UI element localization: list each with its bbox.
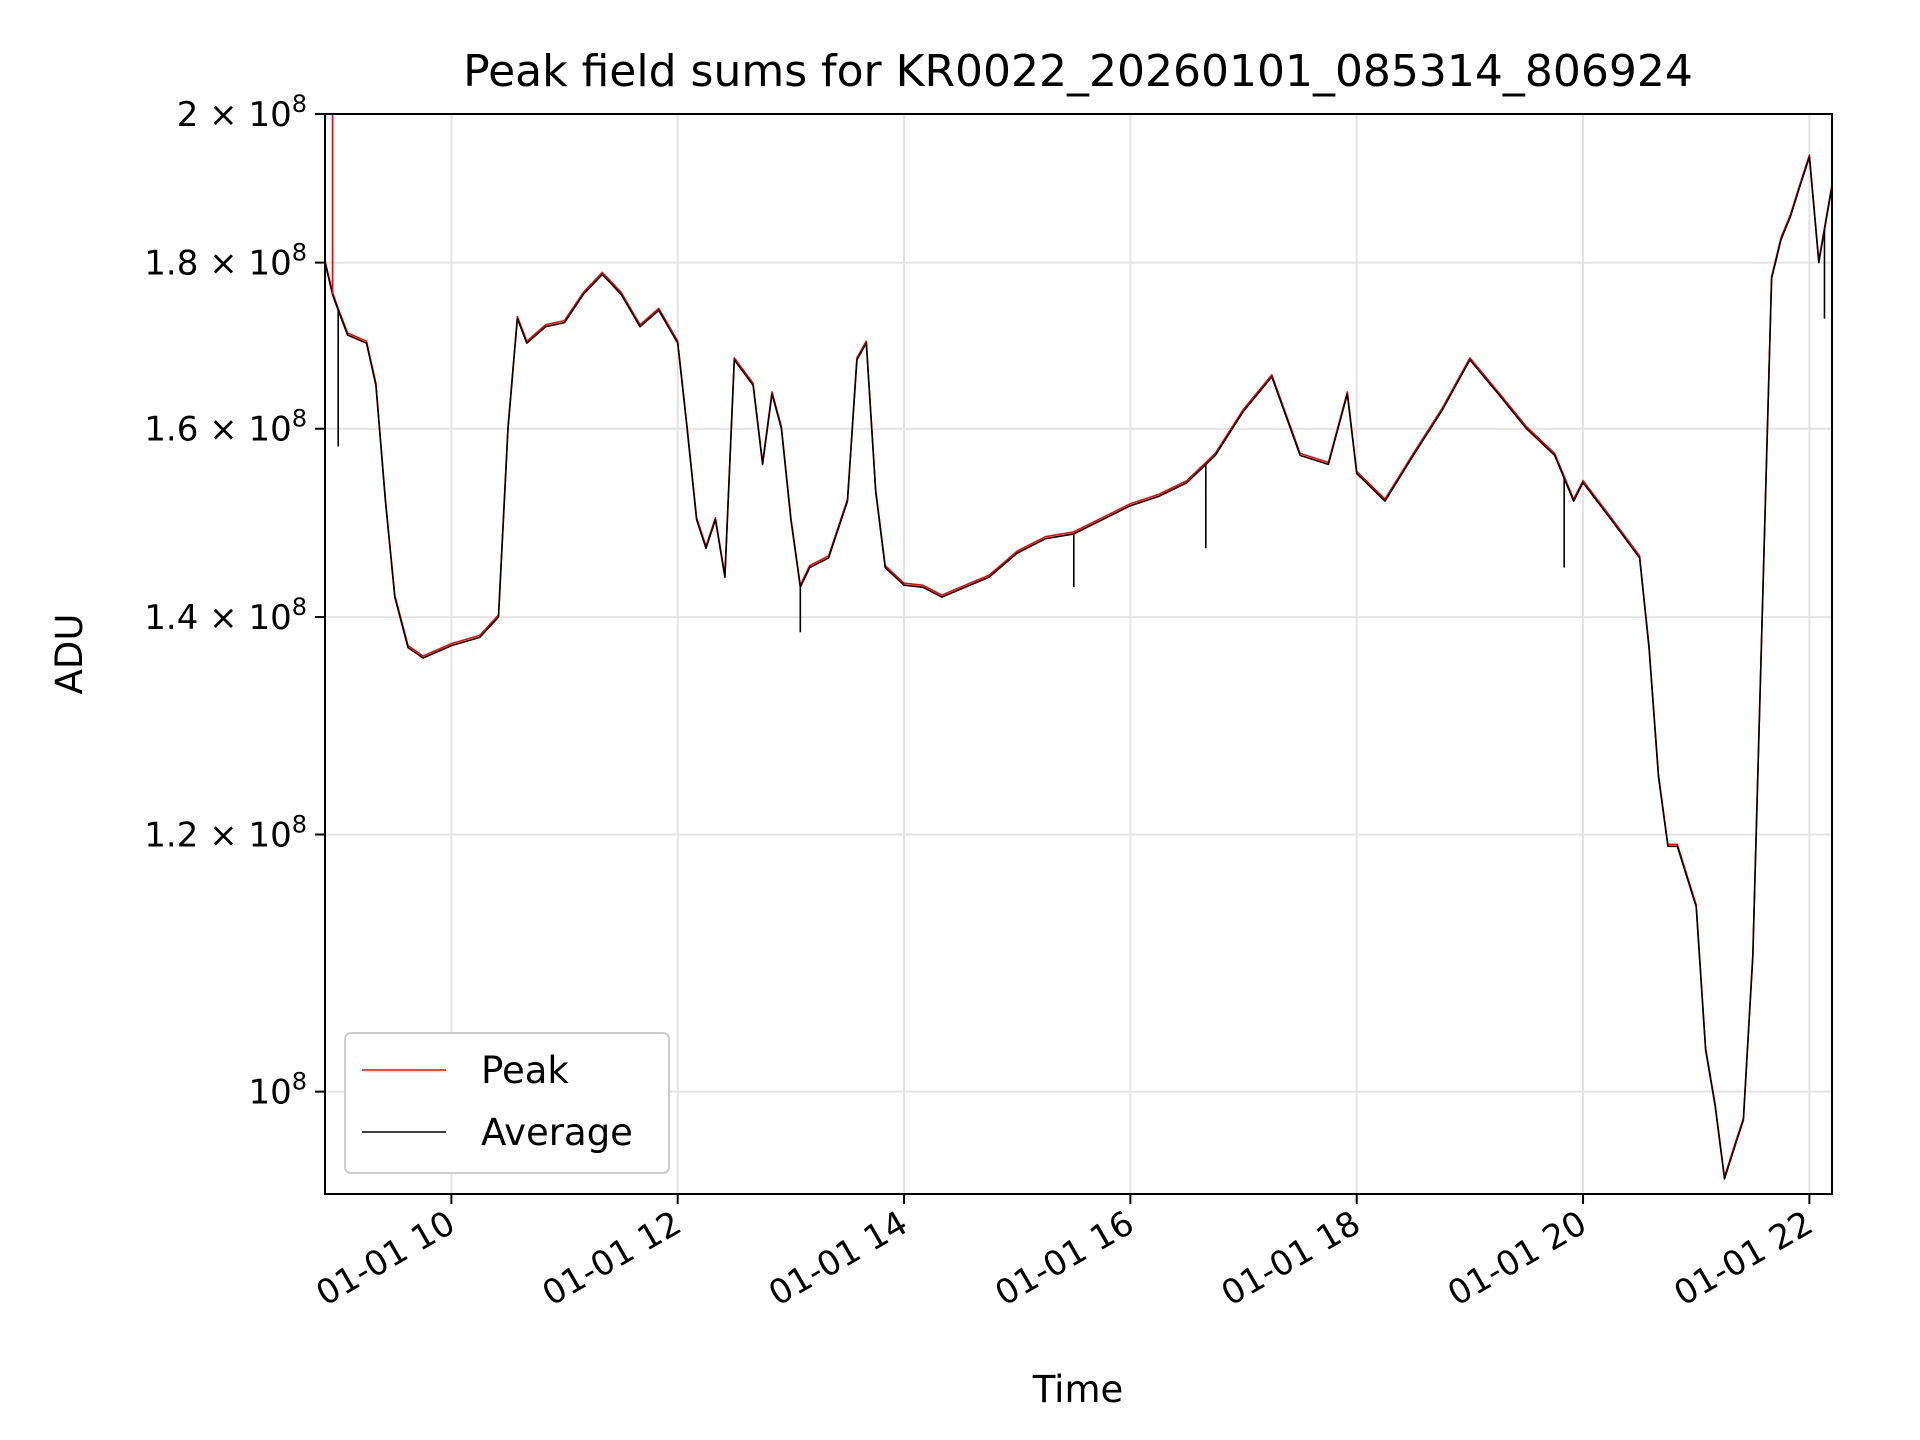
legend-average-label: Average — [481, 1111, 633, 1154]
chart-title: Peak field sums for KR0022_20260101_0853… — [463, 46, 1693, 97]
y-tick-label: 1.4 × 108 — [144, 593, 307, 638]
legend-box — [344, 1032, 670, 1174]
y-axis-ticks: 108 1.2 × 108 1.4 × 108 1.6 × 108 1.8 × 108 2… — [144, 90, 325, 1113]
y-tick-label: 1.2 × 108 — [144, 810, 307, 855]
plot-frame — [324, 113, 1833, 1195]
y-tick-label: 2 × 108 — [177, 90, 307, 135]
legend: Peak Average — [344, 1032, 670, 1174]
y-tick-label: 1.8 × 108 — [144, 239, 307, 284]
y-axis-label: ADU — [48, 614, 91, 695]
x-axis-label: Time — [1032, 1368, 1124, 1411]
series-lines — [325, 114, 1832, 1180]
legend-peak-label: Peak — [481, 1049, 569, 1092]
y-tick-label: 108 — [248, 1068, 307, 1113]
y-tick-label: 1.6 × 108 — [144, 405, 307, 450]
series-average-line — [325, 156, 1832, 1180]
